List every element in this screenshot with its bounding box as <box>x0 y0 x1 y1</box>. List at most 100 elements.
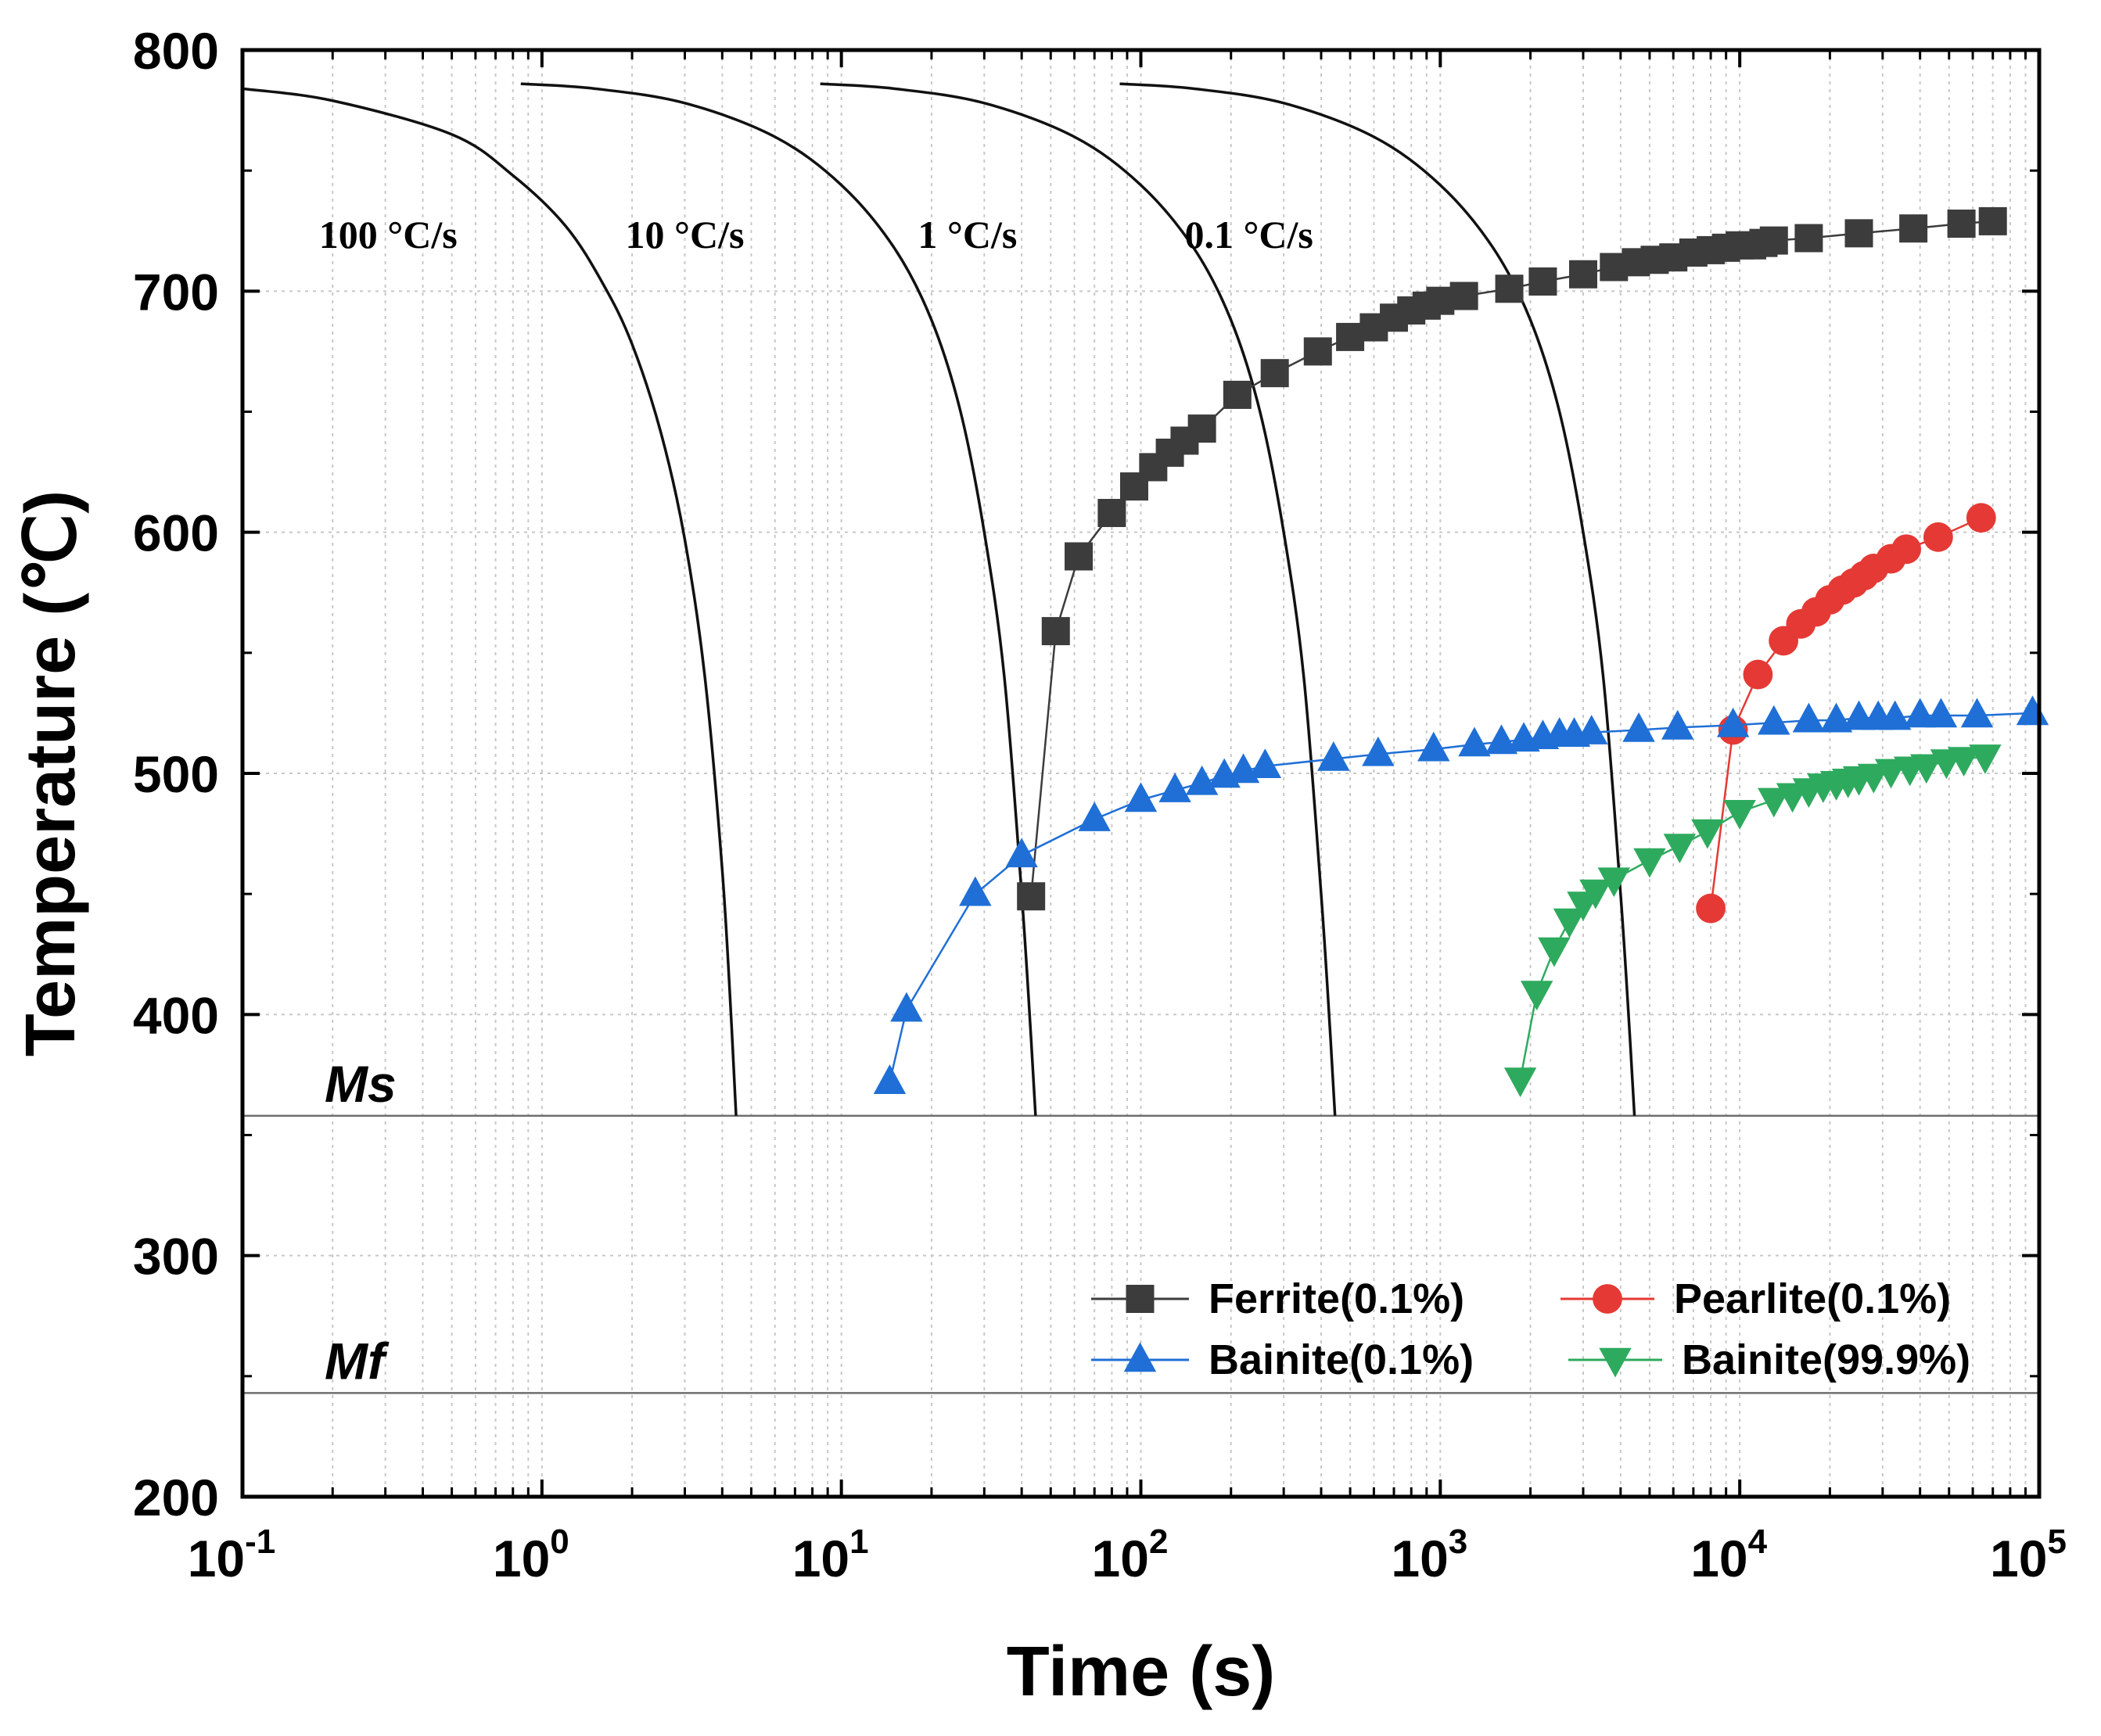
x-tick-exponent: 0 <box>550 1523 569 1561</box>
data-point <box>1969 744 2002 774</box>
axis-ticks: 10-1 100 101 102 103 104 105200300400500600700… <box>133 22 2067 1587</box>
data-point <box>1891 534 1922 565</box>
data-point <box>1303 337 1332 366</box>
data-point <box>1123 1342 1157 1372</box>
y-tick-label: 500 <box>133 745 219 803</box>
x-tick-label: 104 <box>1690 1523 1767 1587</box>
data-point <box>1520 981 1553 1011</box>
y-tick-label: 600 <box>133 504 219 562</box>
cooling-curve <box>242 87 738 1116</box>
x-axis-title: Time (s) <box>1007 1633 1275 1711</box>
x-tick-label: 105 <box>1990 1523 2067 1587</box>
reference-label-ms: Ms <box>325 1055 397 1113</box>
data-point <box>1336 322 1365 351</box>
data-point <box>1065 542 1094 571</box>
data-point <box>1553 908 1586 938</box>
data-point <box>1597 867 1630 898</box>
x-tick-label: 103 <box>1391 1523 1467 1587</box>
legend-label-pearlite: Pearlite(0.1%) <box>1674 1275 1951 1322</box>
data-point <box>1723 800 1756 830</box>
x-tick-exponent: 1 <box>849 1523 868 1561</box>
data-point <box>1317 741 1350 771</box>
data-point <box>1663 834 1697 863</box>
x-tick-label: 102 <box>1092 1523 1169 1587</box>
x-tick-exponent: 5 <box>2047 1523 2066 1561</box>
data-point <box>1575 715 1608 744</box>
y-axis-title: Temperature (℃) <box>12 490 90 1057</box>
data-point <box>1759 226 1788 255</box>
data-point <box>1947 747 1981 777</box>
data-point <box>1899 214 1928 243</box>
data-point <box>1458 726 1491 757</box>
cooling-rate-label: 10 °C/s <box>626 213 745 256</box>
data-point <box>1426 286 1455 315</box>
data-point <box>1758 705 1790 735</box>
data-point <box>1960 698 1994 728</box>
data-point <box>873 1064 907 1094</box>
data-point <box>1910 754 1943 784</box>
series-ferrite-0-1- <box>1017 206 2007 911</box>
legend-item-bainite-start: Bainite(0.1%) <box>1091 1336 1474 1383</box>
data-point <box>1005 838 1038 868</box>
cooling-rate-label: 0.1 °C/s <box>1184 213 1313 256</box>
legend-marker-circle <box>1593 1284 1622 1314</box>
reference-lines: Ms Mf <box>242 1055 2039 1394</box>
legend-item-pearlite: Pearlite(0.1%) <box>1560 1275 1951 1322</box>
data-point <box>1158 773 1191 802</box>
data-point <box>1661 709 1694 740</box>
data-point <box>1568 260 1597 289</box>
data-point <box>1792 702 1826 733</box>
data-point <box>1017 882 1046 911</box>
data-point <box>1260 359 1289 388</box>
data-point <box>1417 731 1450 762</box>
x-tick-exponent: -1 <box>245 1523 275 1561</box>
data-point <box>1485 724 1518 755</box>
y-tick-label: 400 <box>133 986 219 1044</box>
reference-label-mf: Mf <box>325 1332 390 1390</box>
legend-label-bainite-finish: Bainite(99.9%) <box>1682 1336 1970 1383</box>
y-tick-label: 300 <box>133 1228 219 1286</box>
data-point <box>1528 267 1557 296</box>
data-point <box>1966 503 1996 533</box>
data-point <box>1923 522 1953 552</box>
x-tick-exponent: 2 <box>1149 1523 1168 1561</box>
data-point <box>1696 893 1726 924</box>
data-series <box>873 206 2049 1098</box>
data-point <box>1599 1347 1632 1378</box>
data-point <box>1622 712 1655 742</box>
data-point <box>1041 617 1070 646</box>
data-point <box>2016 695 2049 726</box>
data-point <box>1794 224 1823 253</box>
cooling-rate-label: 100 °C/s <box>319 213 458 256</box>
legend-item-bainite-finish: Bainite(99.9%) <box>1568 1336 1970 1383</box>
x-tick-exponent: 4 <box>1748 1523 1768 1561</box>
data-point <box>890 992 923 1022</box>
legend-marker-triangle-down <box>1599 1347 1632 1378</box>
data-point <box>1078 802 1111 831</box>
data-point <box>1947 210 1976 238</box>
data-point <box>1716 707 1750 737</box>
data-point <box>1758 787 1790 818</box>
data-point <box>1844 219 1873 248</box>
series-pearlite-0-1- <box>1696 503 1996 924</box>
y-tick-label: 800 <box>133 22 219 80</box>
data-point <box>1978 206 2007 235</box>
cooling-curve <box>820 82 1337 1116</box>
data-point <box>959 876 992 906</box>
legend-marker-triangle-up <box>1123 1342 1157 1372</box>
y-tick-label: 200 <box>133 1469 219 1526</box>
cooling-curve <box>1119 82 1636 1116</box>
x-tick-label: 100 <box>493 1523 569 1587</box>
data-point <box>1495 274 1524 303</box>
series-bainite-0-1- <box>873 695 2049 1094</box>
data-point <box>1223 380 1252 409</box>
data-point <box>1743 659 1773 690</box>
y-tick-label: 700 <box>133 263 219 321</box>
x-tick-label: 10-1 <box>188 1523 276 1587</box>
data-point <box>1124 782 1158 812</box>
data-point <box>1579 879 1612 909</box>
data-point <box>1362 736 1395 766</box>
data-point <box>1878 700 1912 730</box>
data-point <box>1903 698 1937 728</box>
